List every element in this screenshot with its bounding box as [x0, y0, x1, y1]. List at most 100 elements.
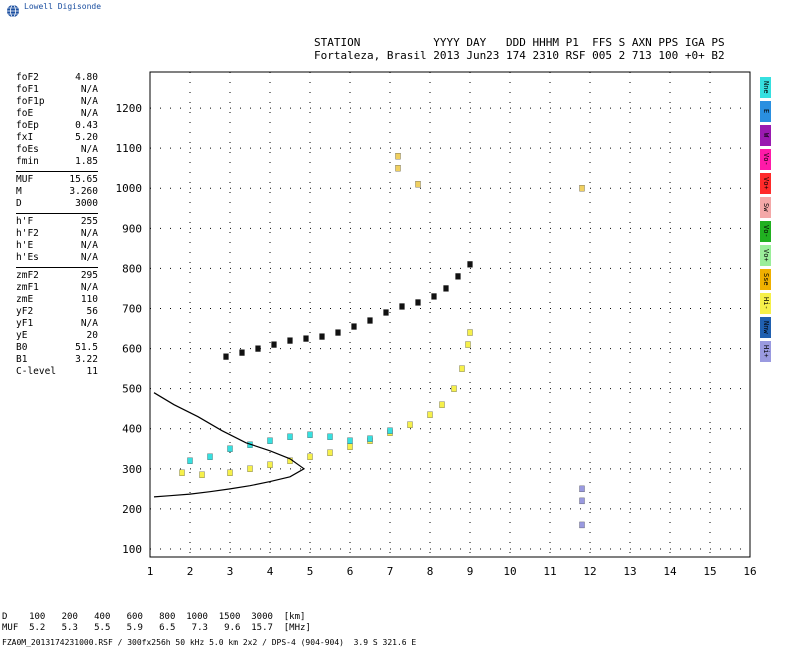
echo-point	[467, 329, 473, 336]
header-columns: STATION YYYY DAY DDD HHHM P1 FFS S AXN P…	[314, 36, 725, 49]
echo-point	[223, 353, 229, 360]
param-row: foF2 4.80	[16, 72, 98, 84]
param-key: M	[16, 186, 22, 197]
legend-swatch: Vo-	[760, 149, 771, 170]
echo-point	[387, 427, 393, 434]
echo-point	[439, 401, 445, 408]
y-tick-label: 400	[122, 423, 142, 436]
y-tick-label: 1000	[116, 182, 143, 195]
legend-swatch: Vo+	[760, 173, 771, 194]
param-value: N/A	[80, 108, 98, 119]
y-tick-label: 900	[122, 222, 142, 235]
param-value: 4.80	[75, 72, 98, 83]
param-row: foEs N/A	[16, 144, 98, 156]
param-row: M 3.260	[16, 186, 98, 198]
x-tick-label: 4	[267, 565, 274, 578]
x-tick-label: 2	[187, 565, 194, 578]
param-row: foE N/A	[16, 108, 98, 120]
echo-point	[459, 365, 465, 372]
legend-swatch: Vo-	[760, 221, 771, 242]
param-row: h'E N/A	[16, 240, 98, 252]
param-row: yE 20	[16, 330, 98, 342]
y-tick-label: 1200	[116, 102, 143, 115]
legend-swatch: E	[760, 101, 771, 122]
legend-swatch: Hi-	[760, 293, 771, 314]
param-divider	[16, 171, 98, 172]
param-row: B1 3.22	[16, 354, 98, 366]
legend-swatch: Nne	[760, 77, 771, 98]
muf-table-distances: D 100 200 400 600 800 1000 1500 3000 [km…	[2, 612, 306, 622]
y-tick-label: 800	[122, 262, 142, 275]
param-key: foF2	[16, 72, 39, 83]
param-key: foF1p	[16, 96, 45, 107]
echo-point	[179, 469, 185, 476]
echo-point	[395, 153, 401, 160]
profile-curve	[153, 392, 306, 498]
param-row: zmF2 295	[16, 270, 98, 282]
param-value: 3.22	[75, 354, 98, 365]
echo-point	[579, 521, 585, 529]
param-row: B0 51.5	[16, 342, 98, 354]
muf-table: D 100 200 400 600 800 1000 1500 3000 [km…	[2, 612, 311, 634]
echo-point	[427, 411, 433, 418]
param-key: foEp	[16, 120, 39, 131]
echo-point	[271, 341, 277, 348]
legend-swatch: Vo+	[760, 245, 771, 266]
param-value: N/A	[80, 228, 98, 239]
param-value: 3.260	[69, 186, 98, 197]
param-key: h'F	[16, 216, 34, 227]
param-row: h'Es N/A	[16, 252, 98, 264]
param-key: B0	[16, 342, 28, 353]
param-value: 51.5	[75, 342, 98, 353]
param-row: C-level 11	[16, 366, 98, 378]
param-key: zmF1	[16, 282, 39, 293]
x-tick-label: 14	[663, 565, 677, 578]
param-value: N/A	[80, 240, 98, 251]
echo-point	[579, 497, 585, 505]
echo-point	[347, 437, 353, 444]
x-tick-label: 11	[543, 565, 556, 578]
globe-icon	[7, 4, 19, 18]
x-tick-label: 6	[347, 565, 354, 578]
param-value: N/A	[80, 144, 98, 155]
legend-swatch: Sw	[760, 197, 771, 218]
param-row: MUF 15.65	[16, 174, 98, 186]
param-value: 5.20	[75, 132, 98, 143]
echo-point	[383, 309, 389, 316]
echo-point	[367, 317, 373, 324]
echo-point	[455, 273, 461, 280]
echo-point	[239, 349, 245, 356]
param-key: yE	[16, 330, 28, 341]
param-key: foEs	[16, 144, 39, 155]
x-tick-label: 7	[387, 565, 394, 578]
echo-point	[367, 435, 373, 442]
param-key: h'F2	[16, 228, 39, 239]
y-tick-label: 700	[122, 302, 142, 315]
legend-swatch: Hi+	[760, 341, 771, 362]
param-value: N/A	[80, 96, 98, 107]
echo-point	[351, 323, 357, 330]
param-value: N/A	[80, 252, 98, 263]
echo-point	[579, 485, 585, 493]
param-value: N/A	[80, 318, 98, 329]
param-value: 295	[80, 270, 98, 281]
param-row: zmE 110	[16, 294, 98, 306]
param-key: h'Es	[16, 252, 39, 263]
echo-point	[415, 181, 421, 188]
x-tick-label: 15	[703, 565, 716, 578]
y-tick-label: 100	[122, 543, 142, 556]
param-row: h'F 255	[16, 216, 98, 228]
x-tick-label: 13	[623, 565, 636, 578]
echo-point	[319, 333, 325, 340]
echo-point	[443, 285, 449, 292]
echo-point	[287, 337, 293, 344]
echo-point	[327, 449, 333, 456]
param-divider	[16, 213, 98, 214]
param-divider	[16, 267, 98, 268]
param-key: fxI	[16, 132, 34, 143]
echo-point	[579, 185, 585, 192]
x-tick-label: 8	[427, 565, 434, 578]
echo-point	[407, 421, 413, 428]
x-tick-label: 12	[583, 565, 596, 578]
